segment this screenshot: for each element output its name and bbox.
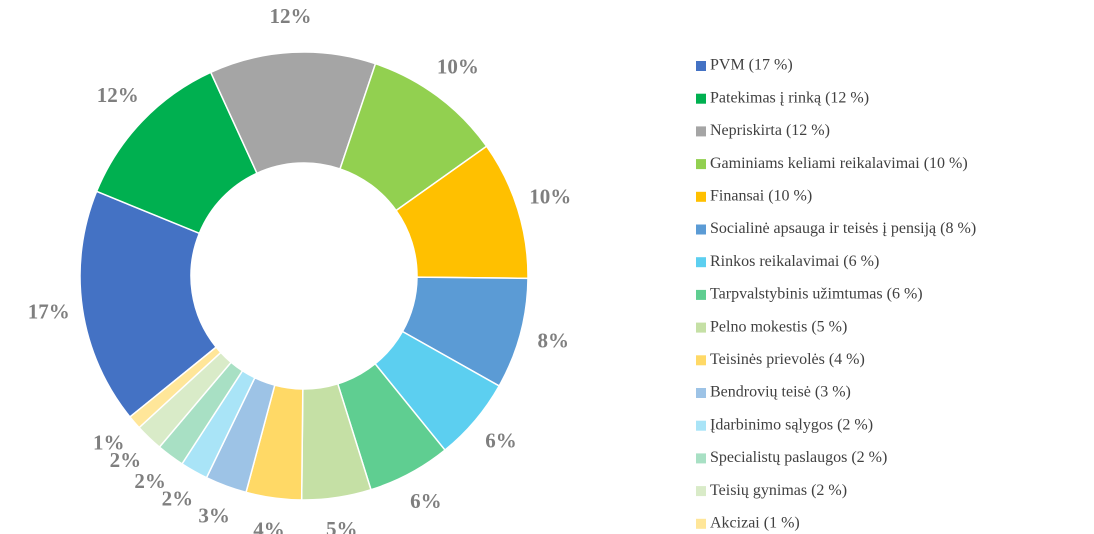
legend-label: PVM (17 %) <box>710 57 793 74</box>
data-label: 10% <box>437 55 479 79</box>
data-label: 8% <box>537 329 569 353</box>
legend-swatch <box>696 289 706 300</box>
legend-swatch <box>696 61 706 71</box>
data-label: 12% <box>269 4 311 28</box>
data-label: 2% <box>134 469 166 493</box>
legend-swatch <box>696 191 706 202</box>
legend-label: Bendrovių teisė (3 %) <box>710 384 851 401</box>
legend-label: Tarpvalstybinis užimtumas (6 %) <box>710 286 923 303</box>
legend-swatch <box>696 388 706 398</box>
legend-label: Įdarbinimo sąlygos (2 %) <box>710 416 873 433</box>
data-label: 17% <box>28 300 70 324</box>
legend-label: Patekimas į rinką (12 %) <box>710 89 869 106</box>
legend-swatch <box>696 159 706 170</box>
legend-swatch <box>696 322 706 333</box>
legend-swatch <box>696 93 706 104</box>
legend-swatch <box>696 453 706 464</box>
legend-swatch <box>696 224 706 235</box>
data-label: 3% <box>198 504 230 528</box>
legend-swatch <box>696 257 706 268</box>
legend-label: Finansai (10 %) <box>710 187 812 204</box>
legend-label: Gaminiams keliami reikalavimai (10 %) <box>710 155 968 172</box>
data-label: 4% <box>253 517 285 534</box>
data-label: 6% <box>410 489 442 513</box>
legend-swatch <box>696 355 706 366</box>
legend-label: Akcizai (1 %) <box>710 514 800 531</box>
legend-swatch <box>696 420 706 431</box>
data-label: 12% <box>97 83 139 107</box>
legend-swatch <box>696 518 706 529</box>
data-label: 10% <box>529 185 571 209</box>
legend-label: Specialistų paslaugos (2 %) <box>710 449 887 466</box>
legend-label: Rinkos reikalavimai (6 %) <box>710 253 879 270</box>
legend-swatch <box>696 126 706 137</box>
legend-label: Socialinė apsauga ir teisės į pensiją (8… <box>710 220 976 237</box>
legend-label: Pelno mokestis (5 %) <box>710 318 847 335</box>
legend-swatch <box>696 486 706 497</box>
slice <box>79 190 218 419</box>
data-label: 2% <box>110 448 142 472</box>
legend-label: Nepriskirta (12 %) <box>710 122 830 139</box>
legend-label: Teisių gynimas (2 %) <box>710 482 847 499</box>
data-label: 2% <box>162 487 194 511</box>
data-label: 6% <box>485 428 517 452</box>
slice <box>128 346 222 429</box>
legend-label: Teisinės prievolės (4 %) <box>710 351 865 368</box>
data-label: 1% <box>93 430 125 454</box>
data-label: 5% <box>326 517 358 534</box>
